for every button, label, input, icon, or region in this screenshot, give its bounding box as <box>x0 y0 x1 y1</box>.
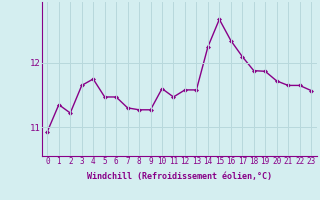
X-axis label: Windchill (Refroidissement éolien,°C): Windchill (Refroidissement éolien,°C) <box>87 172 272 181</box>
